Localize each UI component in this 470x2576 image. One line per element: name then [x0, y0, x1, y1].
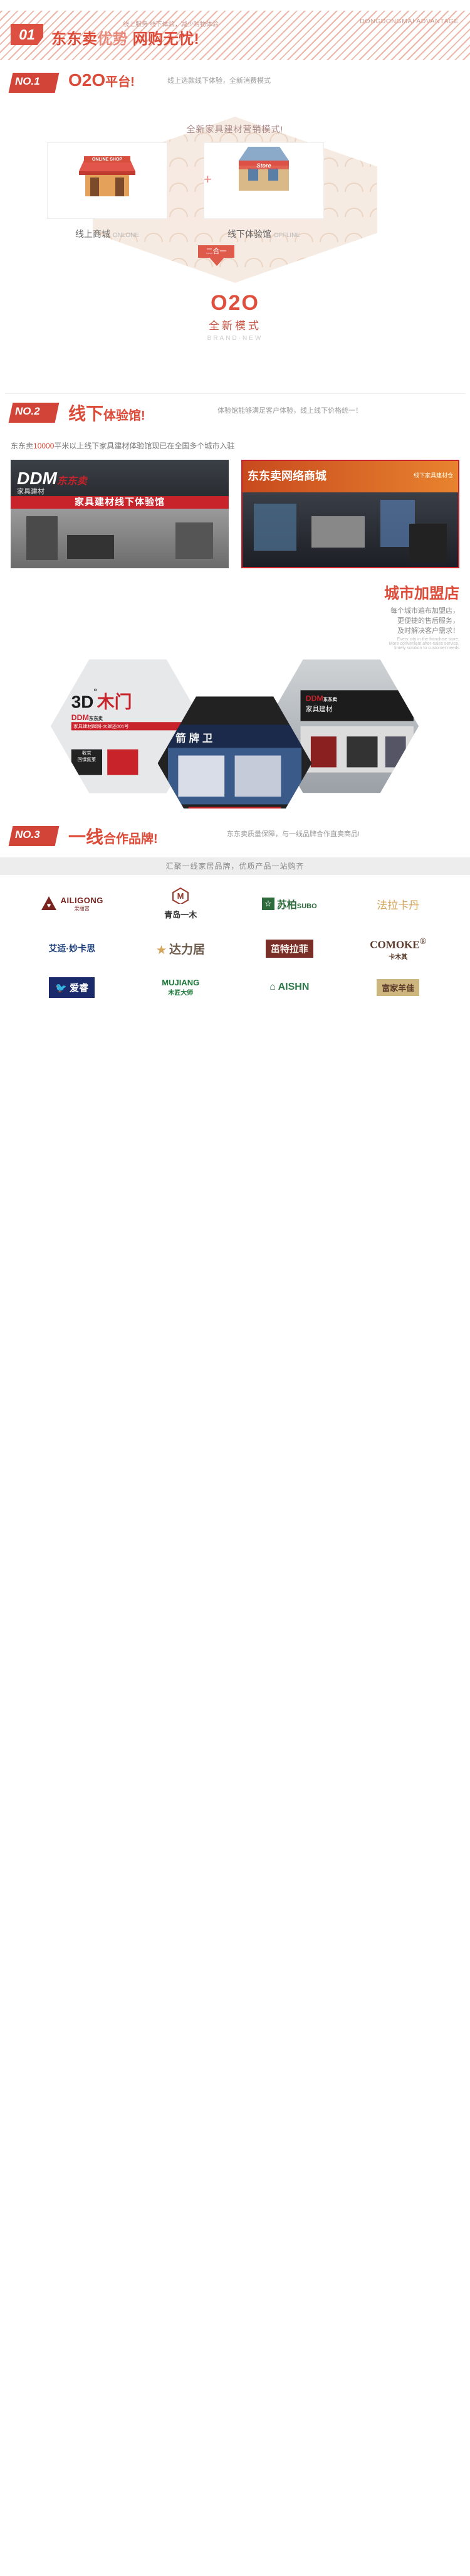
svg-text:♥: ♥: [46, 902, 51, 909]
svg-text:Store: Store: [256, 162, 271, 169]
svg-text:ONLINE SHOP: ONLINE SHOP: [92, 157, 123, 162]
svg-text:M: M: [177, 891, 184, 901]
